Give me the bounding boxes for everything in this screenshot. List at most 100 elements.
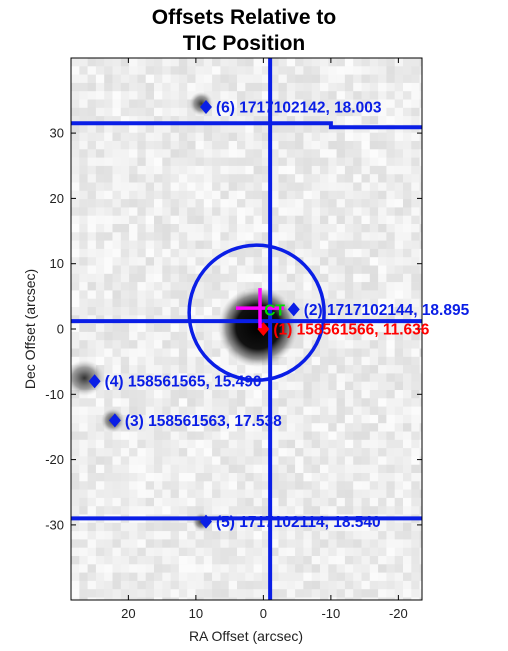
sky-pixel: [237, 531, 246, 540]
sky-pixel: [286, 348, 296, 358]
sky-pixel: [154, 282, 163, 291]
sky-pixel: [195, 74, 205, 84]
sky-pixel: [403, 190, 412, 200]
sky-pixel: [129, 107, 138, 117]
sky-pixel: [295, 232, 304, 241]
sky-pixel: [394, 448, 404, 457]
sky-pixel: [353, 489, 362, 499]
sky-pixel: [378, 82, 387, 92]
sky-pixel: [386, 99, 395, 109]
sky-pixel: [270, 182, 279, 192]
sky-pixel: [353, 82, 362, 92]
sky-pixel: [178, 224, 188, 233]
sky-pixel: [261, 165, 271, 175]
sky-pixel: [411, 91, 420, 100]
sky-pixel: [120, 398, 130, 407]
sky-pixel: [295, 597, 304, 600]
sky-pixel: [386, 282, 395, 291]
sky-pixel: [419, 481, 422, 490]
sky-pixel: [278, 390, 288, 399]
sky-pixel: [311, 464, 321, 474]
sky-pixel: [336, 340, 346, 349]
sky-pixel: [378, 373, 387, 382]
sky-pixel: [145, 522, 155, 532]
sky-pixel: [403, 82, 412, 92]
sky-pixel: [195, 489, 205, 499]
sky-pixel: [178, 282, 188, 291]
sky-pixel: [104, 431, 113, 441]
sky-pixel: [228, 273, 238, 283]
sky-pixel: [170, 273, 180, 283]
sky-pixel: [303, 282, 312, 291]
sky-pixel: [95, 464, 105, 474]
sky-pixel: [336, 307, 346, 316]
sky-pixel: [361, 539, 371, 548]
sky-pixel: [71, 199, 80, 208]
sky-pixel: [303, 381, 312, 391]
sky-pixel: [320, 265, 329, 275]
sky-pixel: [162, 174, 171, 183]
sky-pixel: [253, 381, 263, 391]
sky-pixel: [237, 124, 246, 133]
sky-pixel: [245, 531, 254, 540]
sky-pixel: [79, 248, 88, 258]
sky-pixel: [245, 141, 254, 150]
sky-pixel: [145, 190, 155, 200]
sky-pixel: [270, 481, 279, 490]
sky-pixel: [71, 66, 80, 75]
sky-pixel: [369, 190, 379, 200]
sky-pixel: [203, 448, 213, 457]
sky-pixel: [187, 91, 196, 100]
sky-pixel: [212, 547, 221, 557]
sky-pixel: [203, 331, 213, 341]
sky-pixel: [187, 539, 196, 548]
sky-pixel: [419, 82, 422, 92]
sky-pixel: [95, 107, 105, 117]
sky-pixel: [320, 406, 329, 416]
sky-pixel: [270, 91, 279, 100]
sky-pixel: [187, 174, 196, 183]
sky-pixel: [378, 298, 387, 308]
sky-pixel: [212, 182, 221, 192]
sky-pixel: [137, 157, 146, 167]
sky-pixel: [170, 207, 180, 216]
source-label-4: (4) 158561565, 15.490: [105, 374, 262, 391]
sky-pixel: [286, 74, 296, 84]
sky-pixel: [253, 82, 263, 92]
sky-pixel: [311, 373, 321, 382]
sky-pixel: [336, 273, 346, 283]
sky-pixel: [195, 589, 205, 598]
sky-pixel: [120, 331, 130, 341]
sky-pixel: [187, 190, 196, 200]
sky-pixel: [394, 74, 404, 84]
sky-pixel: [220, 182, 229, 192]
sky-pixel: [361, 556, 371, 565]
sky-pixel: [403, 174, 412, 183]
sky-pixel: [245, 589, 254, 598]
sky-pixel: [386, 66, 395, 75]
sky-pixel: [369, 331, 379, 341]
sky-pixel: [203, 298, 213, 308]
sky-pixel: [311, 265, 321, 275]
sky-pixel: [411, 331, 420, 341]
sky-pixel: [311, 282, 321, 291]
sky-pixel: [195, 265, 205, 275]
sky-pixel: [386, 406, 395, 416]
sky-pixel: [137, 224, 146, 233]
sky-pixel: [270, 381, 279, 391]
sky-pixel: [212, 439, 221, 449]
sky-pixel: [178, 174, 188, 183]
sky-pixel: [386, 473, 395, 482]
sky-pixel: [212, 307, 221, 316]
sky-pixel: [336, 199, 346, 208]
sky-pixel: [129, 597, 138, 600]
sky-pixel: [419, 348, 422, 358]
sky-pixel: [170, 348, 180, 358]
sky-pixel: [411, 597, 420, 600]
sky-pixel: [129, 448, 138, 457]
sky-pixel: [394, 522, 404, 532]
sky-pixel: [411, 82, 420, 92]
sky-pixel: [162, 597, 171, 600]
sky-pixel: [228, 522, 238, 532]
sky-pixel: [137, 556, 146, 565]
